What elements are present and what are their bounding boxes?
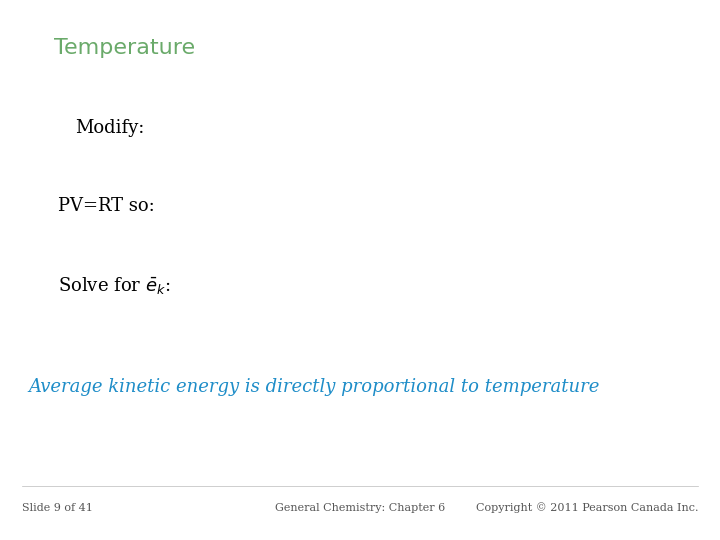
Text: PV=RT so:: PV=RT so: bbox=[58, 197, 154, 215]
Text: Copyright © 2011 Pearson Canada Inc.: Copyright © 2011 Pearson Canada Inc. bbox=[476, 502, 698, 513]
Text: Temperature: Temperature bbox=[54, 38, 195, 58]
Text: Average kinetic energy is directly proportional to temperature: Average kinetic energy is directly propo… bbox=[29, 378, 600, 396]
Text: Modify:: Modify: bbox=[76, 119, 145, 137]
Text: Slide 9 of 41: Slide 9 of 41 bbox=[22, 503, 92, 513]
Text: Solve for $\bar{e}_k$:: Solve for $\bar{e}_k$: bbox=[58, 275, 170, 296]
Text: General Chemistry: Chapter 6: General Chemistry: Chapter 6 bbox=[275, 503, 445, 513]
